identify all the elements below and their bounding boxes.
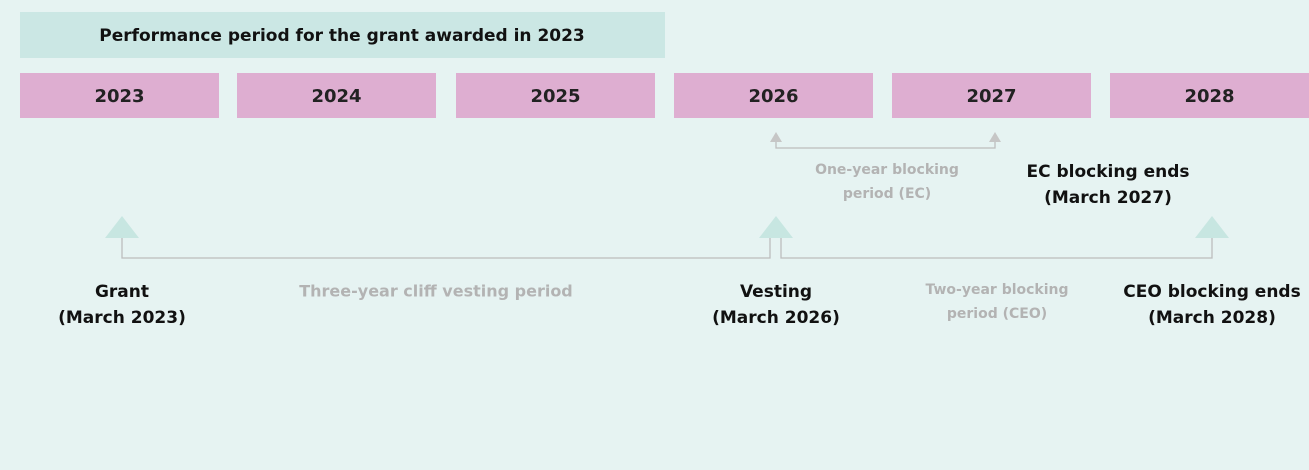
header-bar: [20, 12, 665, 58]
year-box: [1110, 73, 1309, 118]
marker: [759, 216, 793, 238]
milestone-label: Grant: [95, 282, 149, 302]
year-box: [20, 73, 219, 118]
milestone-label: (March 2027): [1044, 188, 1172, 208]
milestone-label: (March 2026): [712, 308, 840, 328]
milestone-label: Vesting: [740, 282, 812, 302]
year-label: 2026: [748, 86, 798, 107]
milestone-label: (March 2028): [1148, 308, 1276, 328]
year-box: [892, 73, 1091, 118]
period-label: Two-year blocking: [925, 282, 1068, 298]
ceo-line: [780, 238, 1213, 259]
period-label: Three-year cliff vesting period: [299, 282, 573, 301]
year-label: 2024: [311, 86, 361, 107]
year-label: 2025: [530, 86, 580, 107]
arrow: [989, 132, 1001, 142]
year-box: [674, 73, 873, 118]
arrow: [770, 132, 782, 142]
year-box: [237, 73, 436, 118]
year-label: 2027: [966, 86, 1016, 107]
marker: [105, 216, 139, 238]
period-label: period (EC): [843, 186, 931, 202]
period-label: period (CEO): [947, 306, 1047, 322]
year-label: 2028: [1184, 86, 1234, 107]
marker: [1195, 216, 1229, 238]
header-title: Performance period for the grant awarded…: [99, 26, 585, 46]
year-box: [456, 73, 655, 118]
labels: Grant (March 2023) Vesting (March 2026) CEO …: [58, 162, 1301, 328]
milestone-label: (March 2023): [58, 308, 186, 328]
milestone-label: EC blocking ends: [1026, 162, 1189, 182]
ec-line: [775, 140, 996, 149]
years: 2023 2024 2025 2026 2027 2028: [20, 73, 1309, 118]
milestone-label: CEO blocking ends: [1123, 282, 1300, 302]
period-label: One-year blocking: [815, 162, 959, 178]
year-label: 2023: [94, 86, 144, 107]
vesting-line: [121, 238, 771, 259]
